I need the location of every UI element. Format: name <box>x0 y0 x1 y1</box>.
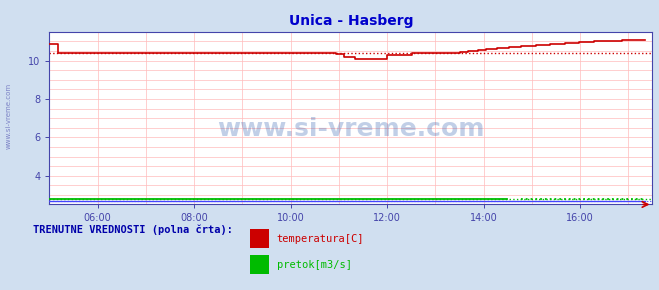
Text: temperatura[C]: temperatura[C] <box>277 233 364 244</box>
Text: www.si-vreme.com: www.si-vreme.com <box>217 117 484 141</box>
Title: Unica - Hasberg: Unica - Hasberg <box>289 14 413 28</box>
Text: TRENUTNE VREDNOSTI (polna črta):: TRENUTNE VREDNOSTI (polna črta): <box>33 225 233 235</box>
Text: www.si-vreme.com: www.si-vreme.com <box>5 83 12 149</box>
Text: pretok[m3/s]: pretok[m3/s] <box>277 260 352 270</box>
